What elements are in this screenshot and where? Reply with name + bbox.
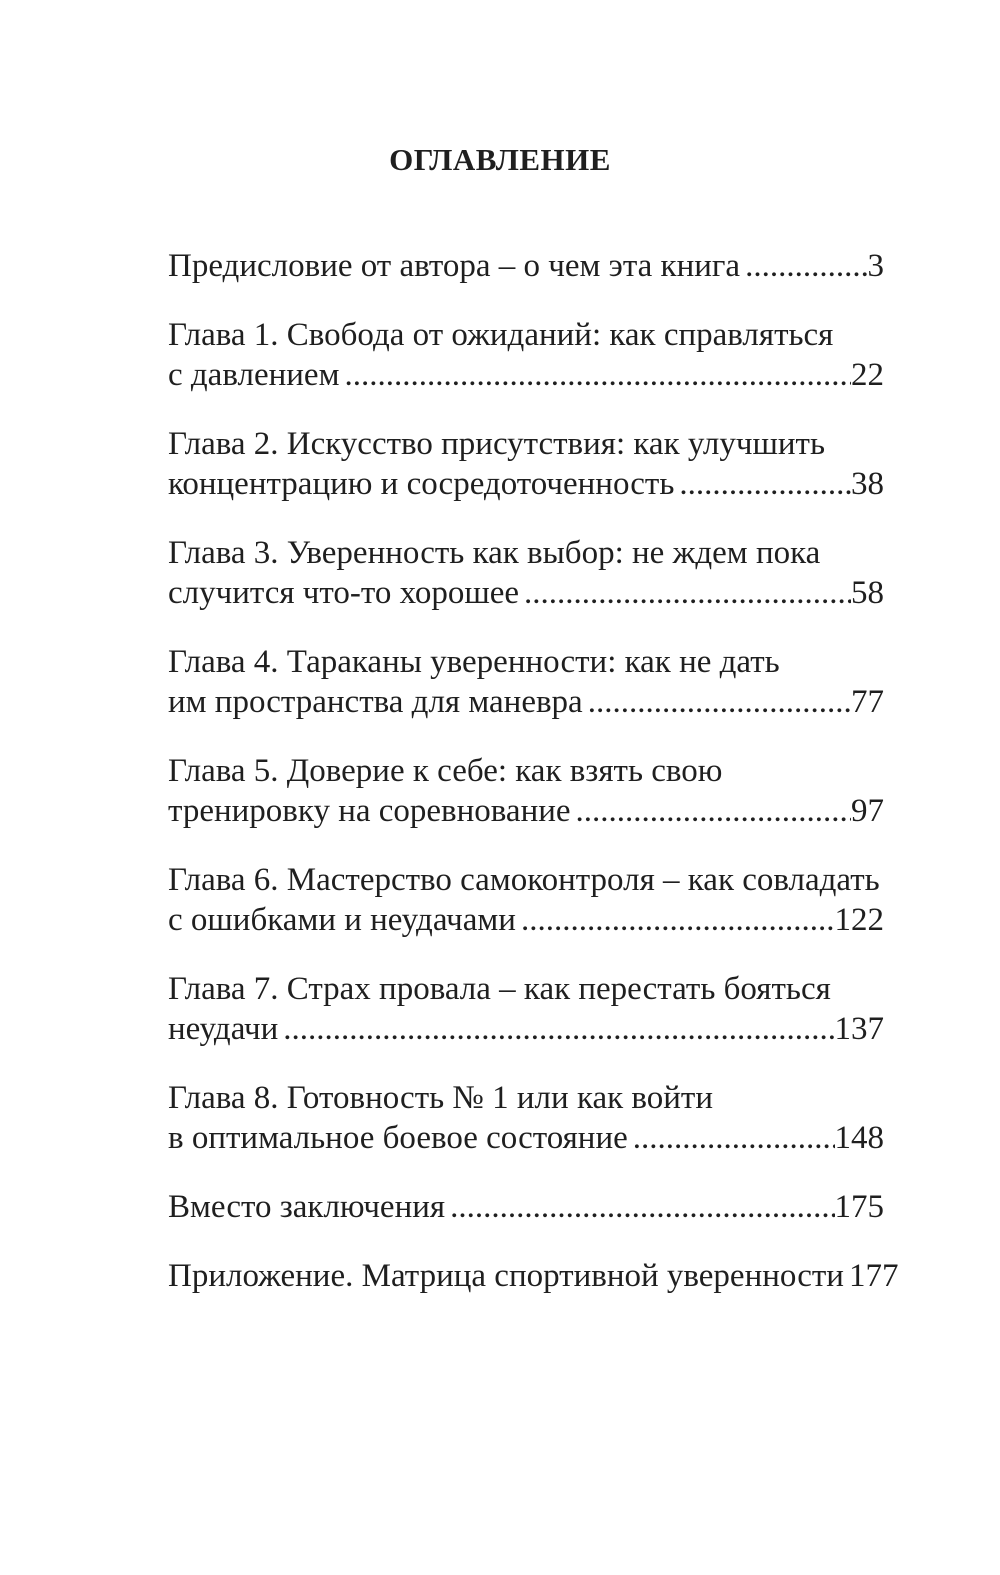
toc-entry: Глава 4. Тараканы уверенности: как не да… [168,642,884,722]
dot-leader [679,464,851,504]
toc-entry-text: Глава 1. Свобода от ожиданий: как справл… [168,316,834,353]
toc-entry: Глава 3. Уверенность как выбор: не ждем … [168,533,884,613]
table-of-contents: Предисловие от автора – о чем эта книга … [168,246,898,1296]
toc-entry: Предисловие от автора – о чем эта книга … [168,246,884,286]
dot-leader [633,1118,835,1158]
toc-entry-text: тренировку на соревнование [168,792,571,829]
toc-entry: Глава 5. Доверие к себе: как взять свою … [168,751,884,831]
toc-entry-text: в оптимальное боевое состояние [168,1119,628,1156]
toc-page-number: 137 [834,1010,885,1047]
toc-page-number: 177 [848,1257,899,1294]
toc-entry-text: с ошибками и неудачами [168,901,516,938]
toc-page-number: 122 [834,901,885,938]
dot-leader [344,355,851,395]
page-title: ОГЛАВЛЕНИЕ [389,141,611,177]
toc-entry-text: концентрацию и сосредоточенность [168,465,675,502]
toc-entry: Глава 7. Страх провала – как перестать б… [168,969,884,1049]
toc-entry-text: с давлением [168,356,340,393]
toc-entry: Приложение. Матрица спортивной увереннос… [168,1256,898,1296]
toc-entry-text: Глава 8. Готовность № 1 или как войти [168,1079,713,1116]
dot-leader [521,900,835,940]
toc-page-number: 58 [851,574,884,611]
dot-leader [524,573,851,613]
toc-entry-text: Глава 4. Тараканы уверенности: как не да… [168,643,780,680]
toc-entry-text: Глава 7. Страх провала – как перестать б… [168,970,831,1007]
toc-page-number: 97 [851,792,884,829]
toc-entry: Глава 2. Искусство присутствия: как улуч… [168,424,884,504]
toc-entry-text: Приложение. Матрица спортивной увереннос… [168,1257,844,1294]
toc-page-number: 38 [851,465,884,502]
dot-leader [283,1009,834,1049]
toc-page-number: 77 [851,683,884,720]
toc-page-number: 175 [834,1188,885,1225]
toc-entry: Глава 1. Свобода от ожиданий: как справл… [168,315,884,395]
toc-entry: Глава 6. Мастерство самоконтроля – как с… [168,860,884,940]
toc-entry-text: неудачи [168,1010,279,1047]
dot-leader [576,791,851,831]
dot-leader [450,1187,834,1227]
toc-entry-text: Глава 5. Доверие к себе: как взять свою [168,752,723,789]
toc-entry-text: Предисловие от автора – о чем эта книга [168,247,741,284]
dot-leader [588,682,851,722]
toc-entry-text: Глава 2. Искусство присутствия: как улуч… [168,425,826,462]
toc-entry-text: Глава 3. Уверенность как выбор: не ждем … [168,534,821,571]
toc-page-number: 22 [851,356,884,393]
toc-entry-text: случится что-то хорошее [168,574,520,611]
toc-entry-text: им пространства для маневра [168,683,583,720]
toc-entry-text: Глава 6. Мастерство самоконтроля – как с… [168,861,880,898]
toc-entry-text: Вместо заключения [168,1188,446,1225]
dot-leader [745,246,867,286]
toc-entry: Вместо заключения 175 [168,1187,884,1227]
toc-page-number: 3 [867,247,885,284]
toc-page-number: 148 [834,1119,885,1156]
toc-entry: Глава 8. Готовность № 1 или как войти в … [168,1078,884,1158]
